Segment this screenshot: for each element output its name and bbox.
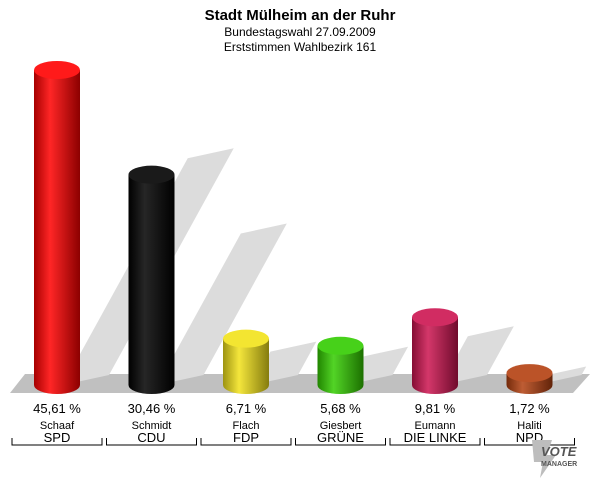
label-bracket-2: [200, 438, 292, 446]
bar-shadow-1: [157, 223, 287, 385]
bars: [34, 61, 553, 394]
candidate-label-4: Eumann: [415, 420, 456, 432]
value-label-0: 45,61 %: [33, 401, 81, 416]
label-bracket-5: [484, 438, 575, 446]
bar-shadow-4: [441, 326, 514, 385]
bar-top-1: [128, 165, 175, 184]
candidate-label-2: Flach: [233, 420, 260, 432]
bar-top-3: [317, 336, 364, 355]
party-label-1: CDU: [137, 430, 165, 445]
chart-subtitle-2: Erststimmen Wahlbezirk 161: [224, 40, 377, 54]
value-label-4: 9,81 %: [415, 401, 456, 416]
bar-0: [34, 70, 80, 394]
label-bracket-3: [295, 438, 386, 446]
value-label-1: 30,46 %: [128, 401, 176, 416]
bar-top-2: [223, 329, 269, 348]
chart-title: Stadt Mülheim an der Ruhr: [205, 7, 396, 24]
value-label-3: 5,68 %: [320, 401, 361, 416]
bar-top-5: [506, 364, 553, 383]
value-label-2: 6,71 %: [226, 401, 267, 416]
label-bracket-1: [106, 438, 197, 446]
bar-1: [128, 174, 175, 394]
label-bracket-4: [389, 438, 481, 446]
chart-subtitle-1: Bundestagswahl 27.09.2009: [224, 25, 376, 39]
label-bracket-0: [11, 438, 103, 446]
candidate-label-5: Haliti: [517, 420, 541, 432]
logo-text: VOTE: [541, 444, 577, 459]
party-label-0: SPD: [44, 430, 71, 445]
vote-check-icon: [532, 440, 556, 478]
logo-subtext: MANAGER: [541, 461, 577, 468]
candidate-label-1: Schmidt: [132, 420, 172, 432]
party-label-4: DIE LINKE: [404, 430, 467, 445]
bar-4: [412, 317, 458, 394]
bar-3: [317, 345, 364, 394]
bar-top-4: [412, 308, 458, 327]
candidate-label-0: Schaaf: [40, 420, 75, 432]
bar-2: [223, 338, 269, 394]
vote-manager-logo: VOTE MANAGER: [532, 440, 577, 478]
candidate-label-3: Giesbert: [320, 420, 362, 432]
bar-top-0: [34, 61, 80, 79]
party-label-2: FDP: [233, 430, 259, 445]
value-label-5: 1,72 %: [509, 401, 550, 416]
party-label-3: GRÜNE: [317, 430, 364, 445]
